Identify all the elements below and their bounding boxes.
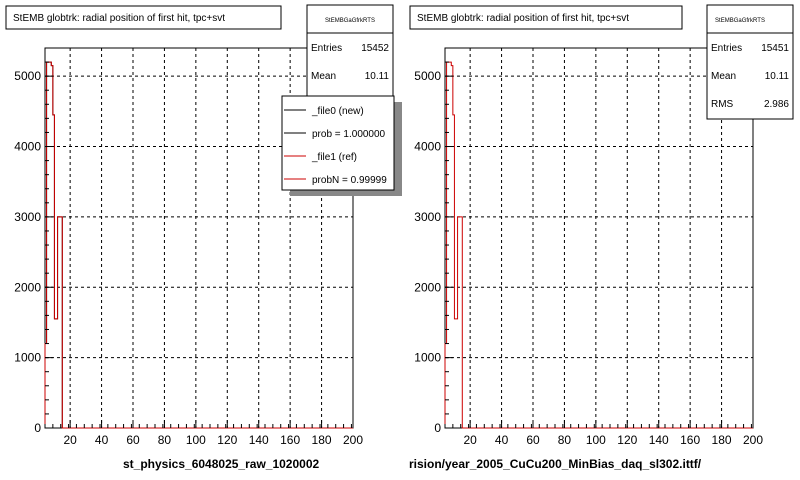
x-tick-label: 160 — [280, 433, 300, 447]
panel-2: 0 1000 2000 3000 4000 5000 20 40 60 80 100 120 140 1… — [409, 4, 794, 471]
x-tick-label: 180 — [312, 433, 332, 447]
stats-value: 10.11 — [365, 71, 390, 82]
x-tick-label: 120 — [617, 433, 637, 447]
title-1: StEMB globtrk: radial position of first … — [13, 13, 225, 24]
stats-label: Mean — [711, 71, 736, 82]
x-tick-label: 160 — [680, 433, 700, 447]
y-tick-label: 3000 — [414, 210, 441, 224]
title-2: StEMB globtrk: radial position of first … — [417, 13, 629, 24]
x-axis-title-1: st_physics_6048025_raw_1020002 — [123, 457, 319, 471]
stats-value: 10.11 — [765, 71, 790, 82]
x-tick-label: 120 — [217, 433, 237, 447]
x-tick-label: 100 — [186, 433, 206, 447]
y-tick-label: 0 — [34, 421, 41, 435]
y-tick-label: 3000 — [14, 210, 41, 224]
stats-value: 15452 — [361, 43, 389, 54]
y-tick-label: 2000 — [414, 280, 441, 294]
legend-label: _file0 (new) — [311, 106, 364, 117]
x-tick-label: 20 — [63, 433, 77, 447]
x-tick-label: 60 — [526, 433, 540, 447]
y-axis-2: 0 1000 2000 3000 4000 5000 — [414, 47, 453, 435]
title-box-1 — [5, 5, 282, 30]
stats-name-2: StEMBGaGfrkRTS — [715, 18, 765, 24]
title-box-2 — [409, 5, 683, 30]
y-tick-label: 1000 — [414, 351, 441, 365]
stats-name-1: StEMBGaGfrkRTS — [325, 18, 375, 24]
x-axis-title-2: rision/year_2005_CuCu200_MinBias_daq_sl3… — [409, 457, 702, 471]
x-axis-2: 20 40 60 80 100 120 140 160 180 200 — [444, 420, 763, 447]
y-axis-1: 0 1000 2000 3000 4000 5000 — [14, 47, 53, 435]
legend-1: _file0 (new) prob = 1.000000 _file1 (ref… — [281, 95, 402, 196]
stats-value: 15451 — [761, 43, 789, 54]
y-tick-label: 5000 — [14, 69, 41, 83]
legend-label: _file1 (ref) — [311, 152, 357, 163]
x-tick-label: 60 — [126, 433, 140, 447]
y-tick-label: 1000 — [14, 351, 41, 365]
x-tick-label: 200 — [343, 433, 363, 447]
y-tick-label: 2000 — [14, 280, 41, 294]
x-tick-label: 80 — [558, 433, 572, 447]
stats-label: RMS — [711, 99, 734, 110]
stats-box-2: StEMBGaGfrkRTS Entries 15451 Mean 10.11 … — [706, 4, 794, 120]
plot-frame-2 — [444, 47, 754, 429]
x-tick-label: 180 — [712, 433, 732, 447]
x-tick-label: 200 — [743, 433, 763, 447]
legend-label: prob = 1.000000 — [312, 129, 386, 140]
stats-value: 2.986 — [764, 99, 789, 110]
x-tick-label: 140 — [249, 433, 269, 447]
stats-label: Mean — [311, 71, 336, 82]
y-tick-label: 0 — [434, 421, 441, 435]
stats-label: Entries — [311, 43, 342, 54]
x-tick-label: 100 — [586, 433, 606, 447]
y-tick-label: 5000 — [414, 69, 441, 83]
x-tick-label: 140 — [649, 433, 669, 447]
stats-label: Entries — [711, 43, 742, 54]
x-axis-1: 20 40 60 80 100 120 140 160 180 200 — [44, 420, 363, 447]
x-tick-label: 20 — [463, 433, 477, 447]
x-tick-label: 40 — [95, 433, 109, 447]
x-tick-label: 80 — [158, 433, 172, 447]
y-tick-label: 4000 — [414, 140, 441, 154]
legend-label: probN = 0.99999 — [312, 175, 387, 186]
x-tick-label: 40 — [495, 433, 509, 447]
panel-1: 0 1000 2000 3000 4000 5000 20 40 60 80 100 120 140 1… — [5, 4, 402, 471]
y-tick-label: 4000 — [14, 140, 41, 154]
